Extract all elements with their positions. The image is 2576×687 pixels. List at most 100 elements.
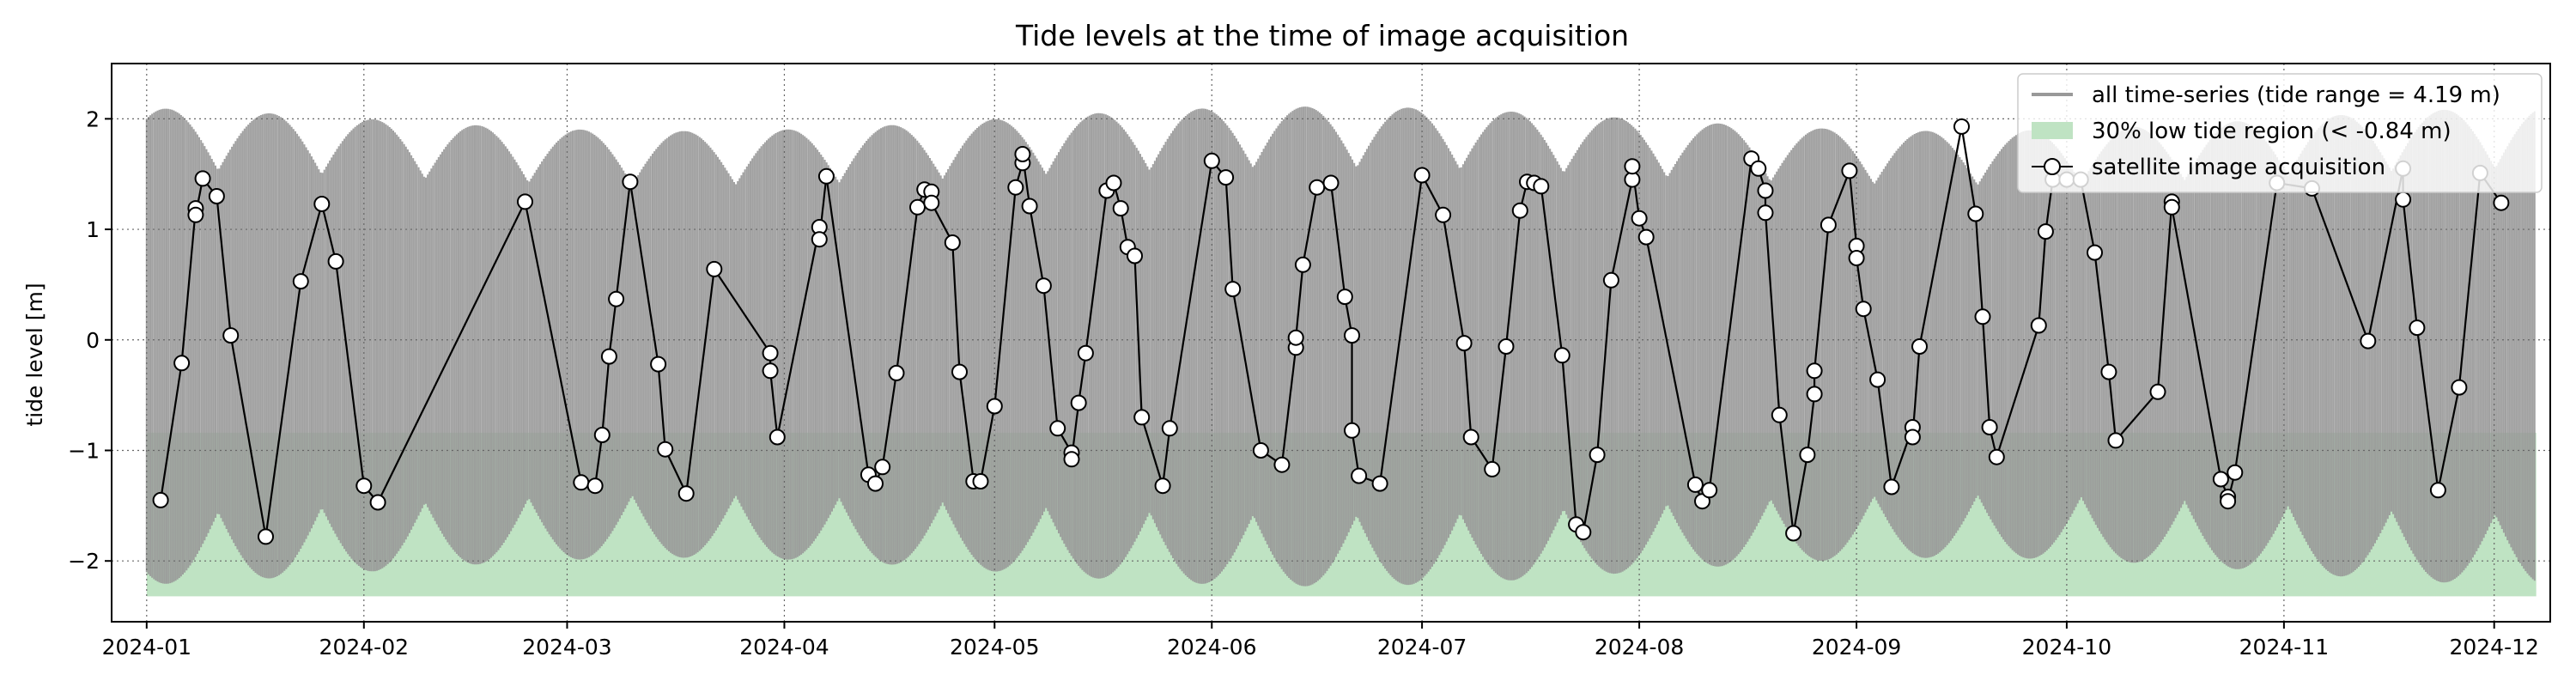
acquisition-point — [608, 290, 625, 307]
chart-title: Tide levels at the time of image acquisi… — [1015, 19, 1629, 52]
y-tick-label: −2 — [68, 549, 100, 574]
acquisition-point — [650, 356, 667, 373]
legend-box — [2017, 73, 2543, 193]
acquisition-point — [1344, 327, 1360, 344]
acquisition-point — [1624, 158, 1641, 175]
acquisition-point — [2227, 464, 2244, 481]
acquisition-point — [1371, 475, 1388, 492]
y-axis-label: tide level [m] — [22, 283, 47, 426]
acquisition-point — [222, 327, 240, 344]
acquisition-point — [951, 363, 968, 380]
acquisition-point — [1981, 419, 1998, 435]
acquisition-point — [909, 198, 926, 216]
acquisition-point — [1127, 247, 1143, 264]
acquisition-point — [972, 473, 989, 489]
legend-low-region-swatch — [2032, 122, 2073, 139]
acquisition-point — [817, 167, 835, 185]
axis-layer: −2 −1 0 1 2 2024-01 2024-02 2024-03 2024-04 2024-… — [68, 106, 2539, 660]
acquisition-point — [1294, 256, 1311, 273]
acquisition-point — [706, 260, 723, 277]
x-tick-label: 2024-12 — [2449, 635, 2538, 660]
acquisition-point — [173, 355, 191, 372]
acquisition-point — [600, 348, 617, 365]
acquisition-point — [208, 188, 225, 204]
acquisition-point — [1021, 198, 1038, 215]
acquisition-point — [769, 429, 786, 446]
acquisition-point — [1161, 420, 1178, 437]
acquisition-point — [2395, 191, 2412, 208]
acquisition-point — [517, 193, 533, 210]
plot-frame — [111, 63, 2551, 623]
acquisition-point — [327, 252, 344, 270]
acquisition-point — [1757, 204, 1774, 222]
acquisition-point — [1974, 308, 1991, 325]
acquisition-point — [1904, 429, 1921, 446]
acquisition-point — [1224, 281, 1242, 298]
acquisition-point — [1953, 118, 1970, 135]
x-tick-label: 2024-11 — [2239, 635, 2329, 660]
acquisition-point — [2360, 332, 2377, 350]
acquisition-point — [1911, 338, 1928, 355]
acquisition-point — [1049, 420, 1066, 437]
acquisition-point — [1602, 271, 1619, 289]
acquisition-point — [1154, 477, 1171, 495]
acquisition-point — [1336, 289, 1353, 306]
acquisition-point — [1848, 250, 1865, 266]
acquisition-point — [586, 477, 604, 495]
acquisition-point — [187, 206, 204, 223]
acquisition-point — [1070, 394, 1087, 411]
acquisition-point — [1455, 335, 1473, 352]
acquisition-point — [2163, 198, 2180, 216]
acquisition-point — [1203, 152, 1220, 169]
y-tick-label: 0 — [86, 328, 100, 353]
acquisition-point — [762, 344, 779, 362]
x-tick-label: 2024-06 — [1167, 635, 1256, 660]
acquisition-point — [1344, 422, 1360, 439]
x-tick-label: 2024-10 — [2022, 635, 2111, 660]
acquisition-point — [1883, 478, 1900, 495]
acquisition-layer — [152, 118, 2510, 545]
y-tick-label: 1 — [86, 217, 100, 242]
tide-timeseries-layer — [145, 106, 2536, 587]
acquisition-point — [152, 491, 169, 508]
legend-low-region-label: 30% low tide region (< -0.84 m) — [2092, 119, 2451, 144]
acquisition-point — [2451, 379, 2468, 396]
acquisition-point — [867, 475, 884, 492]
legend-acquisition-label: satellite image acquisition — [2092, 155, 2385, 180]
x-tick-label: 2024-08 — [1595, 635, 1684, 660]
acquisition-point — [923, 194, 940, 211]
x-tick-label: 2024-09 — [1812, 635, 1901, 660]
acquisition-point — [593, 427, 611, 443]
acquisition-point — [1413, 167, 1431, 184]
acquisition-point — [1589, 447, 1606, 464]
acquisition-point — [313, 196, 331, 212]
acquisition-point — [2107, 432, 2124, 449]
acquisition-point — [677, 485, 695, 502]
x-tick-label: 2024-04 — [739, 635, 829, 660]
acquisition-point — [1063, 451, 1080, 468]
acquisition-point — [1967, 205, 1984, 222]
acquisition-point — [1007, 179, 1024, 196]
acquisition-point — [1855, 301, 1872, 318]
acquisition-point — [1841, 162, 1858, 179]
acquisition-point — [811, 231, 828, 248]
acquisition-point — [2409, 319, 2426, 337]
acquisition-point — [1757, 182, 1774, 199]
x-tick-label: 2024-07 — [1377, 635, 1467, 660]
acquisition-point — [1511, 202, 1528, 219]
legend: all time-series (tide range = 4.19 m) 30… — [2017, 73, 2543, 193]
acquisition-point — [1820, 216, 1837, 234]
acquisition-point — [1287, 329, 1304, 346]
acquisition-point — [1218, 169, 1235, 186]
acquisition-point — [1105, 174, 1122, 192]
acquisition-point — [2100, 363, 2117, 380]
acquisition-point — [888, 364, 905, 381]
acquisition-point — [1988, 448, 2005, 465]
acquisition-point — [1750, 160, 1767, 177]
acquisition-point — [1462, 429, 1479, 446]
acquisition-point — [1553, 347, 1571, 364]
acquisition-point — [1533, 178, 1550, 195]
x-tick-label: 2024-03 — [522, 635, 611, 660]
acquisition-point — [2149, 383, 2166, 400]
acquisition-point — [1631, 210, 1648, 227]
